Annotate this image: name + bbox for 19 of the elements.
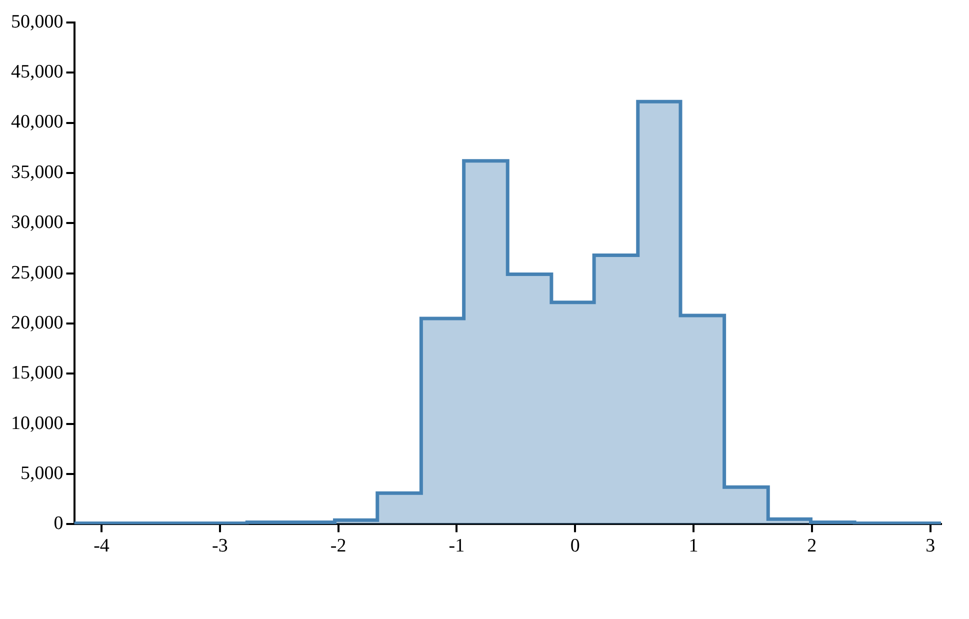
x-tick-label: 1 (688, 536, 698, 557)
y-tick-label: 0 (54, 513, 64, 534)
y-tick-label: 25,000 (11, 262, 64, 284)
y-tick-label: 30,000 (11, 212, 64, 234)
x-tick-label: 2 (807, 536, 817, 557)
y-tick-label: 40,000 (11, 112, 64, 133)
x-tick-label: -4 (94, 536, 110, 557)
x-tick-label: 3 (926, 536, 936, 557)
y-tick-label: 50,000 (11, 11, 64, 32)
y-tick-label: 10,000 (11, 412, 64, 434)
x-tick-label: -3 (212, 536, 228, 557)
y-tick-label: 5,000 (20, 463, 64, 484)
y-tick-label: 45,000 (11, 62, 64, 83)
x-tick-label: 0 (570, 536, 580, 557)
y-tick-label: 15,000 (11, 362, 64, 384)
x-tick-label: -2 (330, 536, 346, 557)
y-tick-label: 20,000 (11, 312, 64, 334)
x-tick-label: -1 (448, 536, 465, 557)
y-tick-label: 35,000 (11, 162, 64, 183)
